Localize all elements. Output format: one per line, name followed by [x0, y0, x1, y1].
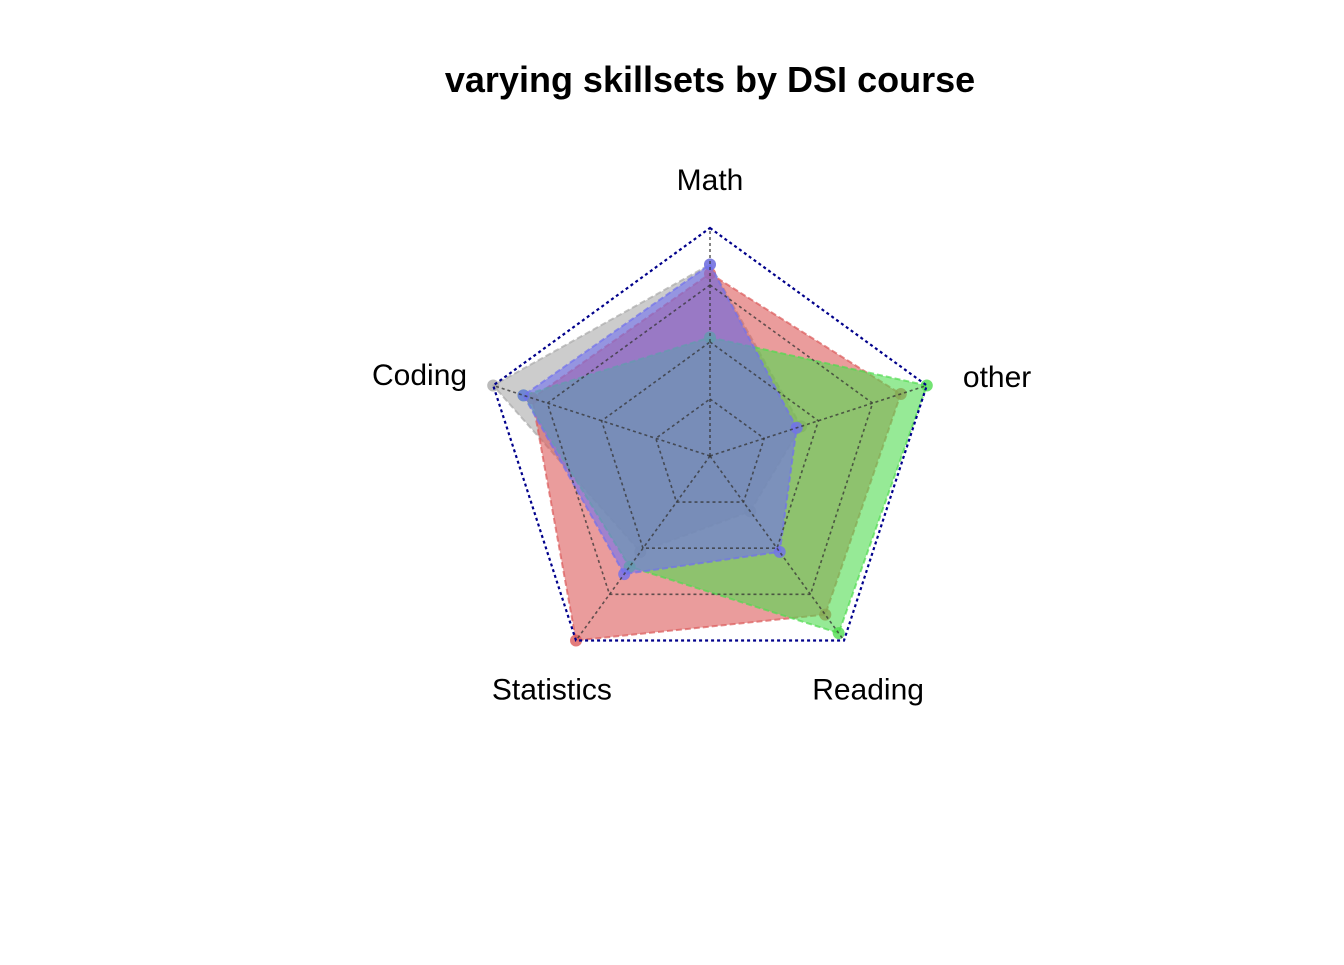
chart-title: varying skillsets by DSI course: [445, 59, 975, 100]
axis-label-math: Math: [677, 164, 744, 197]
grid-ring-4: [491, 226, 929, 642]
axis-label-reading: Reading: [812, 674, 924, 707]
axis-spoke-coding: [492, 384, 711, 457]
series-4-point-coding: [517, 389, 530, 402]
axis-label-coding: Coding: [372, 359, 467, 392]
axis-spoke-other: [709, 384, 928, 457]
series-3-point-other: [920, 379, 933, 392]
series-4-point-math: [704, 258, 716, 271]
series-4-area: [522, 263, 798, 576]
radar-grid: [491, 226, 929, 642]
axis-spoke-reading: [709, 455, 845, 641]
grid-ring-1: [654, 398, 766, 503]
axis-spoke-statistics: [575, 455, 711, 641]
grid-ring-2: [600, 341, 820, 550]
series-4-point-reading: [773, 545, 786, 558]
axis-label-statistics: Statistics: [492, 674, 612, 707]
axis-label-other: other: [963, 361, 1031, 394]
axis-label-layer: Math other Reading Statistics Coding: [372, 164, 1031, 707]
radar-series-layer: [487, 258, 933, 647]
